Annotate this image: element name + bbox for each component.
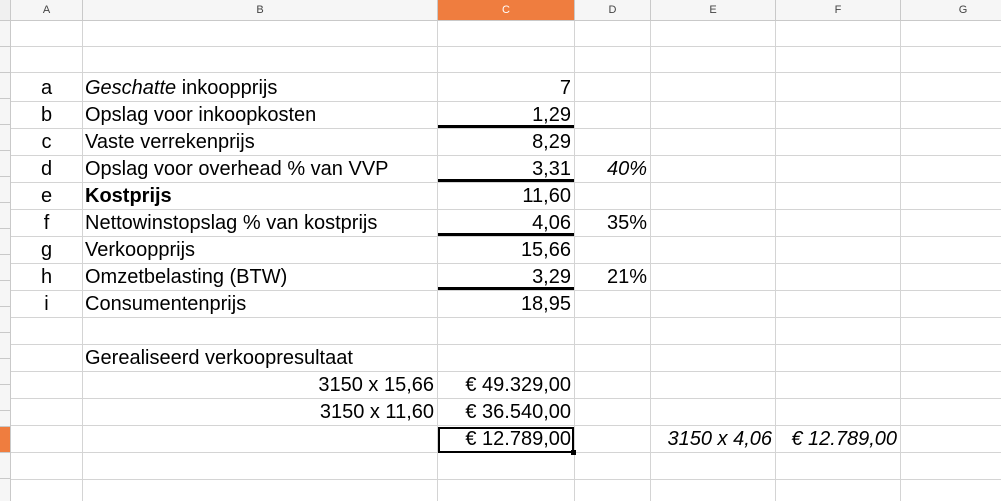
row-header[interactable] (0, 21, 11, 47)
cell-value-b[interactable]: 1,29 (532, 104, 571, 126)
fill-handle[interactable] (571, 450, 576, 455)
row-header[interactable] (0, 453, 11, 479)
grid-line (11, 479, 1001, 480)
cell-label-f[interactable]: f (43, 212, 50, 234)
grid-line (11, 128, 1001, 129)
cell-bottom-border (438, 125, 574, 128)
column-header-c[interactable]: C (438, 0, 575, 21)
grid-line (11, 398, 1001, 399)
row-header[interactable] (0, 47, 11, 73)
cell-bottom-border (438, 287, 574, 290)
cell-value-c[interactable]: 8,29 (532, 131, 571, 153)
row-header[interactable] (0, 73, 11, 99)
grid-line (775, 21, 776, 501)
grid-line (11, 209, 1001, 210)
row-header[interactable] (0, 307, 11, 333)
cell-percent-f[interactable]: 35% (606, 212, 647, 234)
row-header[interactable] (0, 125, 11, 151)
cell-description-i[interactable]: Consumentenprijs (85, 293, 247, 315)
cell-value-g[interactable]: 15,66 (520, 239, 571, 261)
column-header-g[interactable]: G (901, 0, 1001, 21)
column-header-a[interactable]: A (11, 0, 83, 21)
cell-label-d[interactable]: d (40, 158, 53, 180)
cell-label-b[interactable]: b (40, 104, 53, 126)
column-header-b[interactable]: B (83, 0, 438, 21)
grid-line (11, 72, 1001, 73)
grid-line (11, 263, 1001, 264)
grid-line (11, 236, 1001, 237)
grid-line (11, 182, 1001, 183)
row-header[interactable] (0, 99, 11, 125)
grid-line (11, 371, 1001, 372)
grid-line (574, 21, 575, 501)
active-cell-cursor[interactable] (438, 427, 574, 453)
cell-description-a[interactable]: Geschatte inkoopprijs (83, 76, 437, 101)
column-header-e[interactable]: E (651, 0, 776, 21)
result-formula-1[interactable]: 3150 x 15,66 (318, 374, 434, 396)
cell-label-g[interactable]: g (40, 239, 53, 261)
row-header[interactable] (0, 479, 11, 501)
grid-line (11, 425, 1001, 426)
result-check-formula[interactable]: 3150 x 4,06 (667, 428, 772, 450)
cell-description-g[interactable]: Verkoopprijs (85, 239, 196, 261)
grid-line (11, 101, 1001, 102)
row-header[interactable] (0, 385, 11, 411)
column-header-f[interactable]: F (776, 0, 901, 21)
cell-description-f[interactable]: Nettowinstopslag % van kostprijs (85, 212, 378, 234)
grid-line (11, 155, 1001, 156)
row-header[interactable] (0, 281, 11, 307)
cell-label-a[interactable]: a (40, 77, 53, 99)
cell-description-h[interactable]: Omzetbelasting (BTW) (85, 266, 288, 288)
grid-line (11, 46, 1001, 47)
grid-line (11, 290, 1001, 291)
result-total[interactable]: € 12.789,00 (465, 428, 571, 450)
result-title[interactable]: Gerealiseerd verkoopresultaat (85, 347, 353, 369)
cell-value-h[interactable]: 3,29 (532, 266, 571, 288)
row-header[interactable] (0, 229, 11, 255)
cell-value-f[interactable]: 4,06 (532, 212, 571, 234)
grid-line (437, 21, 438, 501)
grid-line (82, 21, 83, 501)
cell-description-e[interactable]: Kostprijs (85, 185, 172, 207)
cell-label-e[interactable]: e (40, 185, 53, 207)
row-header[interactable] (0, 203, 11, 229)
cell-percent-d[interactable]: 40% (606, 158, 647, 180)
cell-value-e[interactable]: 11,60 (522, 185, 571, 207)
description-text: inkoopprijs (181, 77, 278, 99)
cell-description-d[interactable]: Opslag voor overhead % van VVP (85, 158, 389, 180)
cell-label-h[interactable]: h (40, 266, 53, 288)
result-value-1[interactable]: € 49.329,00 (465, 374, 571, 396)
cell-bottom-border (438, 233, 574, 236)
column-header-d[interactable]: D (575, 0, 651, 21)
result-check-value[interactable]: € 12.789,00 (791, 428, 897, 450)
grid-line (11, 317, 1001, 318)
cell-label-c[interactable]: c (41, 131, 52, 153)
cell-label-i[interactable]: i (44, 293, 49, 315)
result-formula-2[interactable]: 3150 x 11,60 (319, 401, 434, 423)
cell-value-a[interactable]: 7 (559, 77, 571, 99)
italic-prefix: Geschatte (85, 77, 177, 99)
cell-description-b[interactable]: Opslag voor inkoopkosten (85, 104, 317, 126)
cell-percent-h[interactable]: 21% (606, 266, 647, 288)
row-header[interactable] (0, 411, 11, 427)
cell-description-c[interactable]: Vaste verrekenprijs (85, 131, 255, 153)
cell-value-d[interactable]: 3,31 (532, 158, 571, 180)
row-header[interactable] (0, 177, 11, 203)
select-all-corner[interactable] (0, 0, 11, 21)
grid-line (900, 21, 901, 501)
row-header[interactable] (0, 255, 11, 281)
cell-bottom-border (438, 179, 574, 182)
result-value-2[interactable]: € 36.540,00 (465, 401, 571, 423)
row-header[interactable] (0, 333, 11, 359)
row-header-selected[interactable] (0, 427, 11, 453)
row-header[interactable] (0, 359, 11, 385)
grid-line (11, 344, 1001, 345)
cell-value-i[interactable]: 18,95 (520, 293, 571, 315)
grid-line (650, 21, 651, 501)
row-header[interactable] (0, 151, 11, 177)
